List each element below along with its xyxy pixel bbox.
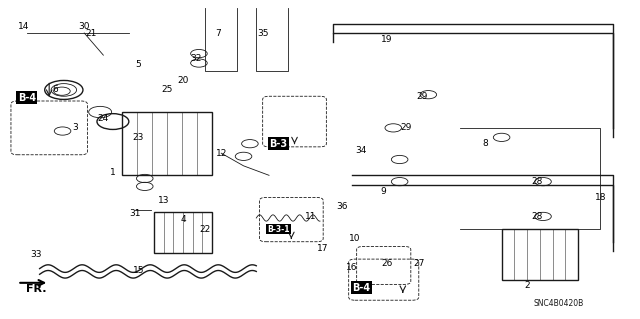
Text: 19: 19 [381, 35, 393, 44]
Text: 4: 4 [180, 215, 186, 224]
Text: 1: 1 [110, 168, 116, 177]
Text: 10: 10 [349, 234, 361, 243]
Text: B-3: B-3 [269, 139, 287, 149]
Text: 14: 14 [18, 22, 29, 31]
Text: 29: 29 [416, 92, 428, 101]
Text: 36: 36 [337, 203, 348, 211]
Text: B-4: B-4 [353, 283, 371, 293]
Text: 3: 3 [72, 123, 77, 132]
Text: 29: 29 [401, 123, 412, 132]
Text: B-3-1: B-3-1 [268, 225, 290, 234]
Text: 34: 34 [356, 145, 367, 154]
Text: 33: 33 [31, 250, 42, 259]
Text: 23: 23 [132, 133, 144, 142]
Text: FR.: FR. [26, 284, 47, 294]
Text: 22: 22 [200, 225, 211, 234]
Text: 30: 30 [79, 22, 90, 31]
Text: 18: 18 [595, 193, 606, 202]
Text: 9: 9 [381, 187, 387, 196]
Text: 15: 15 [132, 266, 144, 275]
Text: 7: 7 [215, 28, 221, 38]
Text: 32: 32 [190, 54, 202, 63]
Text: 21: 21 [85, 28, 96, 38]
Text: 24: 24 [98, 114, 109, 123]
Text: 13: 13 [158, 196, 170, 205]
Text: 5: 5 [136, 60, 141, 69]
Text: 16: 16 [346, 263, 358, 271]
Text: 2: 2 [524, 281, 530, 291]
Text: 8: 8 [483, 139, 488, 148]
Bar [154, 212, 212, 253]
Text: 28: 28 [531, 212, 542, 221]
Text: 35: 35 [257, 28, 268, 38]
Text: 27: 27 [413, 259, 424, 268]
Text: 25: 25 [161, 85, 173, 94]
Text: 28: 28 [531, 177, 542, 186]
Text: 6: 6 [52, 85, 58, 94]
Bar [502, 229, 578, 280]
Text: SNC4B0420B: SNC4B0420B [534, 299, 584, 308]
Text: 17: 17 [317, 243, 329, 253]
Text: 12: 12 [216, 149, 227, 158]
Bar [122, 112, 212, 175]
Text: 26: 26 [381, 259, 392, 268]
Text: 20: 20 [177, 76, 189, 85]
Text: 11: 11 [305, 212, 316, 221]
Text: 31: 31 [129, 209, 141, 218]
Text: B-4: B-4 [18, 93, 36, 103]
